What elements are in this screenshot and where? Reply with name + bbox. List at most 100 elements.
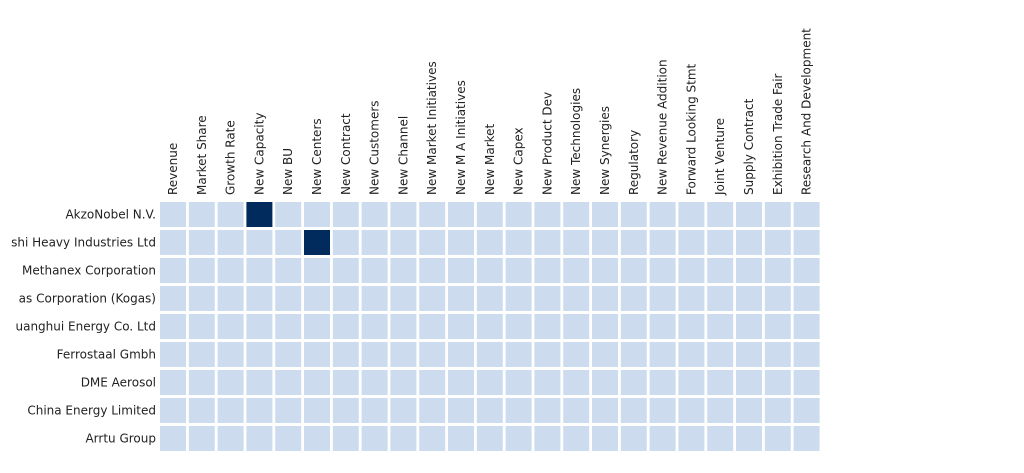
row-label: China Energy Limited bbox=[27, 404, 156, 418]
heatmap-cell bbox=[476, 342, 503, 367]
heatmap-cell bbox=[390, 398, 417, 423]
column-label: New Market bbox=[483, 123, 497, 195]
heatmap-cell bbox=[620, 342, 647, 367]
heatmap-cell bbox=[160, 230, 186, 255]
column-label: Exhibition Trade Fair bbox=[771, 73, 785, 195]
heatmap-cell bbox=[390, 370, 417, 395]
heatmap-cell bbox=[217, 426, 244, 451]
heatmap-cell bbox=[764, 202, 791, 227]
heatmap-cell bbox=[793, 314, 820, 339]
heatmap-cell bbox=[304, 286, 330, 311]
heatmap-cell bbox=[764, 370, 791, 395]
heatmap-cell bbox=[592, 370, 618, 395]
heatmap-cell bbox=[563, 370, 590, 395]
heatmap-cell bbox=[534, 202, 561, 227]
heatmap-cell bbox=[160, 398, 186, 423]
heatmap-cell bbox=[476, 426, 503, 451]
heatmap-cell bbox=[592, 342, 618, 367]
heatmap-cell bbox=[188, 398, 215, 423]
row-label: Ferrostaal Gmbh bbox=[57, 348, 156, 362]
heatmap-cell bbox=[246, 258, 273, 283]
heatmap-cell bbox=[304, 230, 330, 255]
heatmap-cell bbox=[505, 230, 532, 255]
heatmap-cell bbox=[505, 314, 532, 339]
heatmap-cell bbox=[476, 398, 503, 423]
heatmap-cell bbox=[793, 342, 820, 367]
heatmap-cell bbox=[160, 286, 186, 311]
heatmap-cell bbox=[534, 426, 561, 451]
heatmap-cell bbox=[620, 426, 647, 451]
heatmap-cell bbox=[361, 342, 388, 367]
heatmap-cell bbox=[419, 370, 446, 395]
heatmap-cell bbox=[332, 258, 359, 283]
heatmap-cell bbox=[592, 426, 618, 451]
row-label: DME Aerosol bbox=[81, 376, 156, 390]
heatmap-cell bbox=[563, 230, 590, 255]
heatmap-cell bbox=[563, 202, 590, 227]
heatmap-cell bbox=[764, 258, 791, 283]
heatmap-cell bbox=[678, 286, 705, 311]
heatmap-cell bbox=[448, 230, 474, 255]
heatmap-cell bbox=[678, 342, 705, 367]
column-label: New M A Initiatives bbox=[454, 80, 468, 195]
heatmap-cell bbox=[707, 202, 734, 227]
heatmap-cell bbox=[390, 258, 417, 283]
heatmap-cell bbox=[275, 230, 302, 255]
row-label: uanghui Energy Co. Ltd bbox=[15, 320, 156, 334]
heatmap-cell bbox=[246, 314, 273, 339]
heatmap-cell bbox=[361, 258, 388, 283]
heatmap-cell bbox=[592, 286, 618, 311]
heatmap-cell bbox=[390, 202, 417, 227]
heatmap-cell bbox=[476, 314, 503, 339]
heatmap-cell bbox=[361, 230, 388, 255]
heatmap-cell bbox=[217, 398, 244, 423]
heatmap-cell bbox=[563, 286, 590, 311]
heatmap-cell bbox=[332, 398, 359, 423]
heatmap-cell bbox=[448, 342, 474, 367]
heatmap-cell bbox=[707, 230, 734, 255]
heatmap-cell bbox=[419, 230, 446, 255]
heatmap-cell bbox=[534, 370, 561, 395]
heatmap-cell bbox=[448, 398, 474, 423]
heatmap-cell bbox=[534, 286, 561, 311]
heatmap-cell bbox=[188, 202, 215, 227]
column-label: Joint Venture bbox=[713, 118, 727, 196]
heatmap-cell bbox=[678, 370, 705, 395]
heatmap-cell bbox=[764, 398, 791, 423]
heatmap-cell bbox=[707, 426, 734, 451]
heatmap-cell bbox=[736, 202, 762, 227]
column-label: Research And Development bbox=[800, 28, 814, 195]
heatmap-cell bbox=[332, 286, 359, 311]
heatmap-cell bbox=[188, 230, 215, 255]
heatmap-cell bbox=[419, 342, 446, 367]
heatmap-cell bbox=[275, 314, 302, 339]
heatmap-cell bbox=[448, 286, 474, 311]
heatmap-cell bbox=[275, 286, 302, 311]
heatmap-cell bbox=[505, 370, 532, 395]
heatmap-cell bbox=[304, 314, 330, 339]
heatmap-cell bbox=[620, 258, 647, 283]
heatmap-cell bbox=[246, 426, 273, 451]
heatmap-cell bbox=[764, 314, 791, 339]
heatmap-cell bbox=[678, 314, 705, 339]
heatmap-cell bbox=[764, 286, 791, 311]
heatmap-cell bbox=[332, 314, 359, 339]
heatmap-cell bbox=[793, 398, 820, 423]
heatmap-cell bbox=[505, 258, 532, 283]
heatmap-cell bbox=[246, 370, 273, 395]
heatmap-cell bbox=[361, 426, 388, 451]
heatmap-cell bbox=[736, 398, 762, 423]
heatmap-cell bbox=[764, 426, 791, 451]
heatmap-cell bbox=[534, 230, 561, 255]
heatmap-cell bbox=[649, 314, 676, 339]
column-label: Growth Rate bbox=[224, 120, 238, 195]
heatmap-cell bbox=[563, 342, 590, 367]
heatmap-cell bbox=[678, 230, 705, 255]
heatmap-cell bbox=[188, 342, 215, 367]
heatmap-cell bbox=[390, 286, 417, 311]
heatmap-cell bbox=[188, 314, 215, 339]
heatmap-cell bbox=[793, 286, 820, 311]
heatmap-cell bbox=[275, 258, 302, 283]
heatmap-cell bbox=[592, 202, 618, 227]
